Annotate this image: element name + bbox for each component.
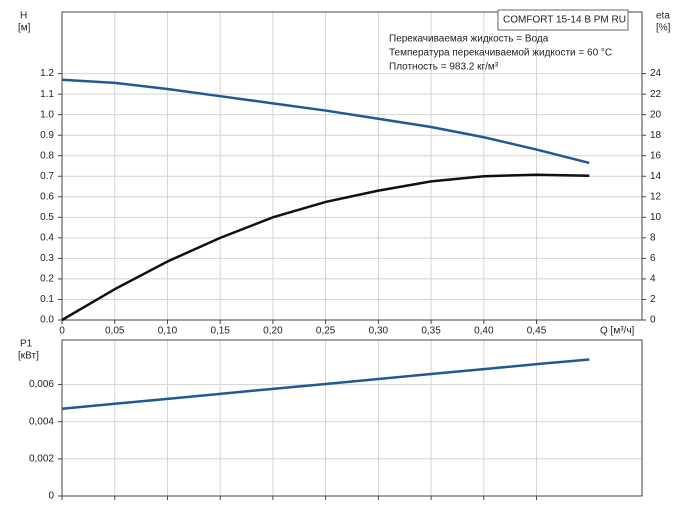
series-line: [61, 358, 590, 410]
y2-tick-label: 8: [650, 233, 656, 244]
y2-tick-label: 6: [650, 253, 656, 264]
x-tick-label: 0,15: [210, 326, 230, 337]
x-tick-label: 0,10: [158, 326, 178, 337]
y-tick-label: 0.5: [40, 212, 54, 223]
y-tick-label: 1.0: [40, 109, 54, 120]
annotation: Плотность = 983.2 кг/м³: [389, 62, 499, 73]
y-tick-label: 0.9: [40, 130, 54, 141]
x-tick-label: 0,40: [474, 326, 494, 337]
y-tick-label: 0,002: [29, 453, 54, 464]
annotation: Температура перекачиваемой жидкости = 60…: [389, 48, 612, 59]
y-tick-label: 0.0: [40, 315, 54, 326]
y2-axis-unit: [%]: [656, 23, 671, 34]
x-axis-label: Q [м³/ч]: [600, 326, 635, 337]
x-tick-label: 0,45: [527, 326, 547, 337]
y-tick-label: 0.4: [40, 233, 54, 244]
y-axis-unit: [м]: [18, 23, 31, 34]
y2-tick-label: 4: [650, 274, 656, 285]
x-tick-label: 0,25: [316, 326, 336, 337]
y-axis-unit: [кВт]: [18, 351, 39, 362]
annotation: Перекачиваемая жидкость = Вода: [389, 34, 549, 45]
y-tick-label: 0.1: [40, 294, 54, 305]
x-tick-label: 0: [59, 326, 65, 337]
x-tick-label: 0,05: [105, 326, 125, 337]
legend-box: [497, 9, 629, 31]
y2-axis-label: eta: [656, 11, 670, 22]
plot-frame: [61, 11, 643, 321]
y-tick-label: 0.2: [40, 274, 54, 285]
y2-tick-label: 24: [650, 68, 662, 79]
y2-tick-label: 14: [650, 171, 662, 182]
y2-tick-label: 2: [650, 294, 656, 305]
y2-tick-label: 12: [650, 191, 662, 202]
y2-tick-label: 18: [650, 130, 662, 141]
y2-tick-label: 10: [650, 212, 662, 223]
y-tick-label: 1.2: [40, 68, 54, 79]
series-line: [61, 78, 590, 165]
legend-title: COMFORT 15-14 B PM RU: [503, 15, 626, 26]
y-tick-label: 0: [48, 491, 54, 502]
y-tick-label: 1.1: [40, 89, 54, 100]
y-tick-label: 0,004: [29, 416, 54, 427]
series-line: [61, 173, 590, 322]
y-tick-label: 0,006: [29, 379, 54, 390]
y2-tick-label: 16: [650, 150, 662, 161]
x-tick-label: 0,20: [263, 326, 283, 337]
y2-tick-label: 20: [650, 109, 662, 120]
y2-tick-label: 22: [650, 89, 662, 100]
y-axis-label: H: [20, 11, 27, 22]
y2-tick-label: 0: [650, 315, 656, 326]
y-tick-label: 0.3: [40, 253, 54, 264]
y-tick-label: 0.6: [40, 191, 54, 202]
x-tick-label: 0,35: [421, 326, 441, 337]
plot-frame: [61, 339, 643, 497]
y-tick-label: 0.8: [40, 150, 54, 161]
y-tick-label: 0.7: [40, 171, 54, 182]
x-tick-label: 0,30: [369, 326, 389, 337]
y-axis-label: P1: [20, 339, 33, 350]
